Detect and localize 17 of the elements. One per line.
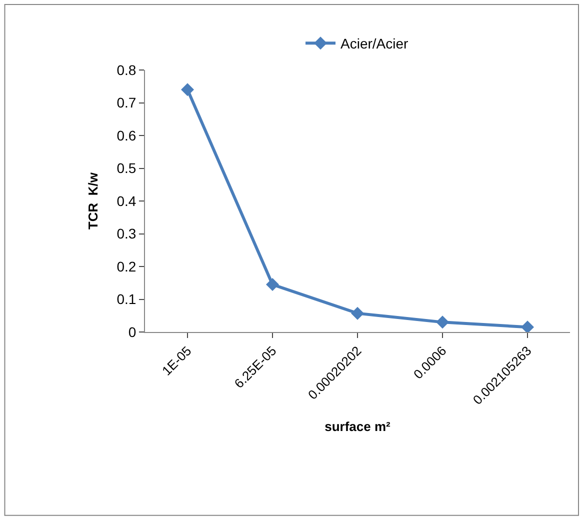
point: [181, 83, 194, 96]
y-tick-label: 0.6: [116, 127, 136, 144]
x-axis-title: surface m²: [324, 419, 392, 434]
y-tick-label: 0.1: [116, 291, 136, 308]
y-tick-label: 0.4: [116, 192, 136, 209]
y-tick-label: 0.2: [116, 258, 136, 274]
y-tick-label: 0.3: [116, 226, 136, 242]
y-axis-title: TCR K/w: [86, 172, 101, 230]
y-tick-label: 0.7: [116, 94, 136, 111]
point: [436, 316, 449, 329]
point: [266, 278, 279, 292]
y-tick-label: 0.5: [116, 160, 136, 176]
legend-label: Acier/Acier: [340, 36, 409, 52]
point: [351, 306, 364, 320]
point: [521, 320, 534, 332]
y-tick-label: 0: [128, 324, 136, 340]
y-tick-label: 0.8: [116, 62, 136, 78]
